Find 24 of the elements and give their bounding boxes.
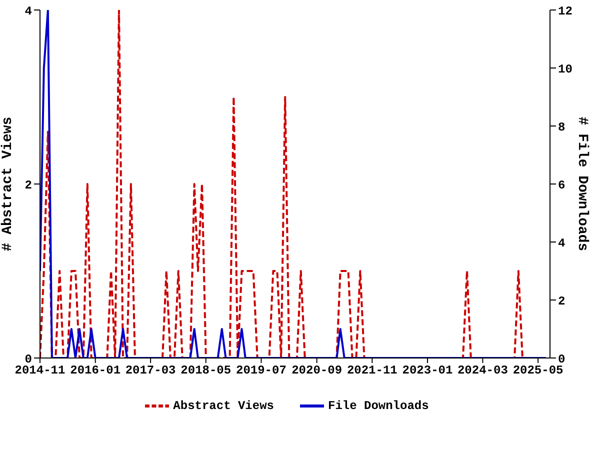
x-tick-label: 2016-01 [70, 364, 121, 378]
y2-tick-label: 8 [558, 120, 566, 134]
y-axis-title: # Abstract Views [0, 116, 16, 252]
x-tick-label: 2017-03 [125, 364, 176, 378]
x-tick-label: 2024-03 [458, 364, 508, 378]
y-tick-label: 2 [24, 178, 32, 192]
x-tick-label: 2014-11 [14, 364, 66, 378]
y-tick-label: 4 [24, 4, 32, 18]
y2-tick-label: 2 [558, 294, 566, 308]
y2-tick-label: 4 [558, 236, 566, 250]
legend-label: Abstract Views [173, 399, 274, 414]
x-tick-label: 2018-05 [180, 364, 232, 378]
y-tick-label: 0 [24, 352, 32, 366]
y2-tick-label: 10 [558, 62, 572, 76]
x-tick-label: 2020-09 [292, 364, 342, 378]
x-tick-label: 2021-11 [346, 364, 398, 378]
y2-axis-title: # File Downloads [574, 116, 590, 252]
y2-tick-label: 0 [558, 352, 566, 366]
y2-tick-label: 12 [558, 4, 572, 18]
x-tick-label: 2023-01 [402, 364, 453, 378]
legend-label: File Downloads [328, 399, 429, 414]
x-tick-label: 2025-05 [512, 364, 564, 378]
x-tick-label: 2019-07 [236, 364, 286, 378]
y2-tick-label: 6 [558, 178, 566, 192]
